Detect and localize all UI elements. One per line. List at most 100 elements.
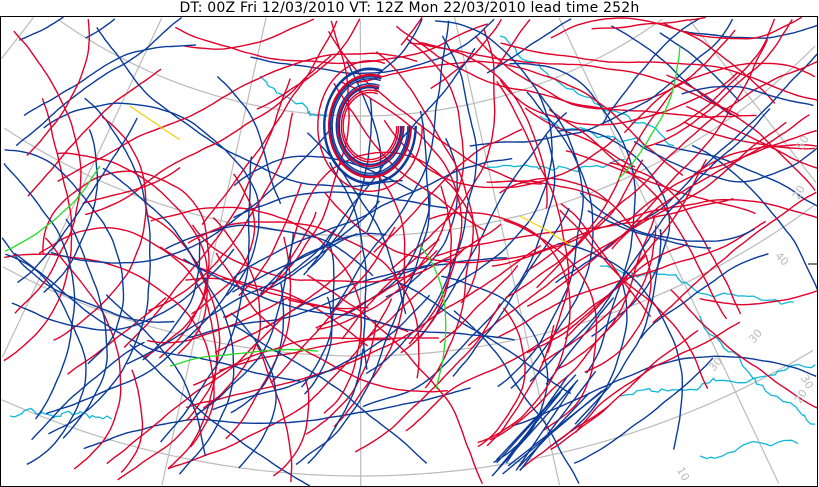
front-line [373, 128, 523, 253]
front-line [306, 274, 484, 485]
front-line [340, 89, 400, 163]
front-line [652, 191, 817, 324]
front-line [541, 290, 632, 364]
front-line [1, 237, 175, 323]
front-line [295, 110, 430, 466]
front-line [191, 223, 502, 283]
front-line [5, 253, 87, 466]
front-line [375, 51, 474, 389]
front-line [610, 25, 732, 116]
front-line [146, 297, 289, 344]
front-line [591, 16, 706, 30]
front-line [233, 191, 448, 219]
front-line [469, 18, 734, 147]
front-line [659, 32, 740, 102]
coastline [699, 315, 815, 425]
front-line-yellow [519, 215, 573, 247]
front-line [611, 114, 810, 250]
front-line [265, 257, 508, 329]
front-line [398, 282, 572, 395]
front-line [160, 156, 253, 443]
front-line [331, 77, 409, 175]
longitude-line [688, 19, 817, 183]
front-line [214, 250, 363, 353]
longitude-line [161, 17, 267, 486]
front-line [216, 75, 282, 205]
front-line [564, 159, 708, 340]
front-line [307, 348, 364, 465]
front-line [44, 237, 122, 470]
front-line [434, 20, 553, 290]
front-line [355, 60, 684, 176]
front-line [507, 388, 607, 467]
front-line [31, 341, 145, 441]
front-line [624, 129, 817, 225]
front-line [185, 244, 542, 409]
front-line [601, 18, 700, 125]
front-line [142, 238, 201, 361]
front-line [670, 289, 819, 409]
front-line-green [169, 348, 319, 367]
front-line [38, 226, 218, 469]
front-line [126, 229, 336, 365]
front-line [341, 238, 440, 340]
front-line [56, 152, 209, 355]
front-line [117, 409, 203, 481]
front-line [329, 20, 450, 315]
front-line [315, 249, 438, 329]
grid-label: 10 [674, 465, 692, 484]
front-line [686, 105, 818, 169]
front-line [526, 38, 769, 308]
front-line [666, 18, 776, 132]
front-line [67, 296, 167, 375]
front-line [524, 107, 636, 168]
front-line [496, 81, 570, 354]
front-line [270, 226, 396, 384]
front-line [300, 245, 335, 388]
front-line [503, 219, 598, 432]
front-line [4, 149, 125, 365]
front-line [439, 264, 519, 344]
front-line [184, 18, 315, 50]
front-line [383, 119, 617, 189]
front-line [560, 203, 652, 318]
front-line [497, 92, 584, 388]
front-line [496, 220, 767, 339]
front-line [515, 381, 577, 471]
front-line [18, 16, 64, 41]
grid-label: 30 [746, 327, 765, 346]
graticule [0, 16, 817, 486]
front-line [434, 197, 734, 258]
grid-label: 50 [794, 133, 812, 152]
front-line [587, 209, 712, 249]
front-line [573, 357, 714, 464]
front-line [45, 272, 239, 415]
front-line [201, 20, 338, 226]
front-line [337, 84, 403, 168]
front-line [230, 312, 277, 469]
front-line [529, 108, 771, 383]
front-line [375, 18, 423, 78]
front-line [164, 224, 374, 277]
latitude-line [1, 349, 814, 477]
coastline [699, 439, 799, 460]
front-line [3, 98, 73, 362]
front-line [85, 18, 116, 39]
front-line [663, 16, 803, 40]
front-line [477, 307, 526, 448]
front-line [499, 71, 739, 126]
longitude-line [558, 17, 780, 484]
front-line [129, 343, 311, 487]
front-line [565, 150, 756, 215]
front-line [14, 252, 301, 382]
front-line [187, 221, 420, 379]
front-line [396, 25, 757, 118]
front-line [554, 225, 657, 371]
front-line [574, 229, 662, 425]
longitude-line [0, 16, 34, 60]
front-line [666, 74, 816, 191]
front-line [330, 76, 411, 176]
front-line [491, 379, 579, 477]
front-line [83, 387, 471, 450]
front-line-green [4, 165, 101, 252]
